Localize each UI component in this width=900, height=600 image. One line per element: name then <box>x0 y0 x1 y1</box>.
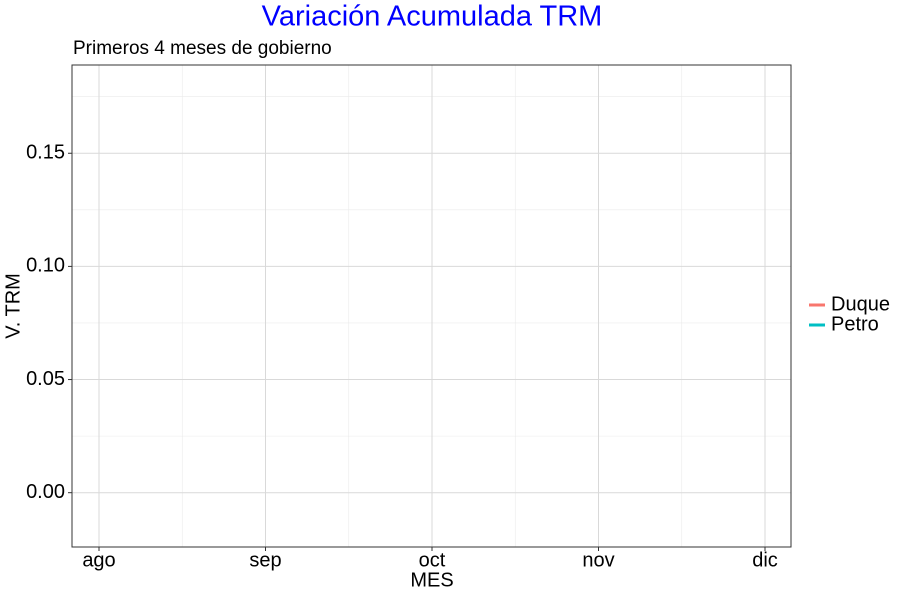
legend-label: Duque <box>831 293 890 315</box>
y-tick-label: 0.10 <box>26 255 65 277</box>
chart-subtitle: Primeros 4 meses de gobierno <box>73 38 332 59</box>
x-tick-label: oct <box>419 549 446 571</box>
legend-label: Petro <box>831 313 879 335</box>
plot-border <box>71 64 792 548</box>
y-tick-label: 0.15 <box>26 142 65 164</box>
x-tick-label: ago <box>82 549 115 571</box>
y-axis-label: V. TRM <box>2 273 24 339</box>
x-axis-label: MES <box>410 569 453 591</box>
y-tick-label: 0.05 <box>26 368 65 390</box>
chart-title: Variación Acumulada TRM <box>262 1 603 33</box>
x-tick-label: dic <box>752 549 778 571</box>
y-tick-label: 0.00 <box>26 481 65 503</box>
x-tick-label: sep <box>249 549 281 571</box>
x-tick-label: nov <box>582 549 614 571</box>
